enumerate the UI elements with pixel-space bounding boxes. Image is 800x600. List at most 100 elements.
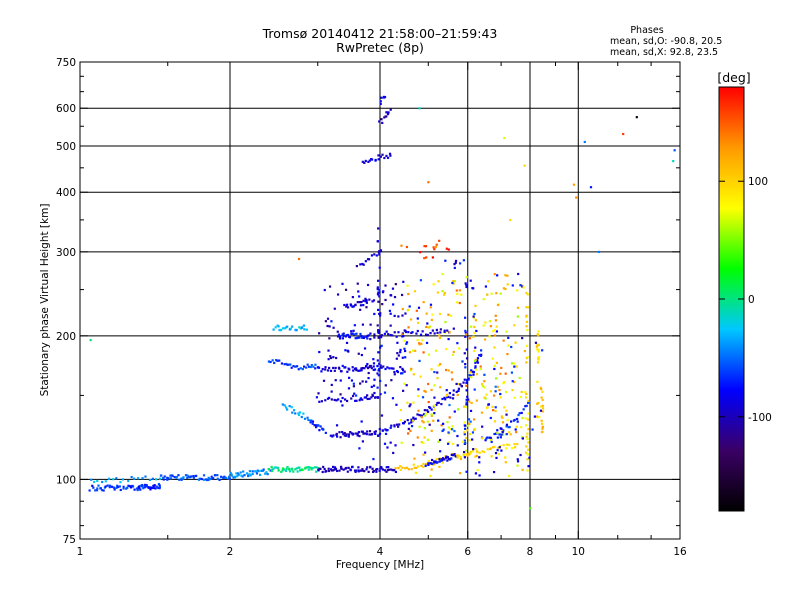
echo-point [474, 366, 477, 370]
echo-point [401, 314, 404, 317]
echo-point [297, 413, 301, 417]
echo-point [505, 425, 508, 428]
echo-point [349, 469, 352, 472]
echo-point [90, 478, 93, 481]
echo-point [365, 301, 369, 304]
echo-point [467, 453, 471, 456]
echo-point [500, 415, 503, 418]
echo-point [345, 303, 349, 306]
echo-point [433, 408, 436, 411]
echo-point [516, 442, 519, 446]
echo-point [355, 332, 358, 335]
echo-point [377, 369, 380, 372]
echo-point [175, 475, 178, 479]
echo-point [313, 424, 316, 427]
echo-point [390, 468, 393, 471]
echo-point [314, 367, 317, 370]
echo-point [354, 303, 357, 307]
echo-point [330, 383, 333, 387]
echo-point [138, 487, 141, 490]
echo-point [385, 470, 388, 473]
echo-point [402, 389, 405, 392]
echo-point [162, 478, 165, 481]
echo-point [396, 352, 399, 355]
echo-point [275, 466, 278, 469]
echo-point [259, 473, 262, 476]
echo-point [483, 380, 486, 383]
echo-point [379, 312, 382, 315]
echo-point [403, 370, 406, 373]
echo-point [393, 424, 396, 427]
echo-point [408, 305, 411, 308]
echo-point [372, 469, 375, 473]
echo-point [425, 312, 428, 315]
x-tick-label: 16 [673, 546, 687, 558]
echo-point [366, 430, 369, 433]
echo-point [383, 442, 387, 445]
echo-point [474, 319, 478, 322]
echo-point [324, 366, 327, 369]
echo-point [500, 433, 503, 436]
echo-point [535, 345, 538, 348]
echo-point [496, 431, 499, 435]
echo-point [424, 390, 427, 393]
echo-point [421, 396, 425, 399]
echo-point [352, 432, 355, 435]
echo-point [465, 348, 468, 351]
echo-point [373, 253, 376, 256]
echo-point [369, 338, 372, 341]
echo-point [357, 431, 361, 434]
echo-point [418, 425, 421, 428]
echo-point [429, 474, 432, 478]
echo-point [411, 331, 414, 334]
echo-point [380, 334, 384, 337]
echo-point [361, 380, 364, 383]
y-axis-label: Stationary phase Virtual Height [km] [39, 204, 51, 397]
echo-point [380, 96, 383, 99]
echo-point [403, 329, 406, 332]
echo-point [376, 293, 380, 296]
echo-point [527, 418, 530, 421]
echo-point [119, 488, 122, 492]
echo-point [463, 431, 466, 434]
echo-point [318, 332, 321, 335]
echo-point [345, 305, 348, 308]
echo-point [429, 303, 433, 306]
echo-point [330, 398, 333, 401]
echo-point [251, 472, 254, 476]
echo-point [220, 475, 223, 478]
echo-point [399, 465, 402, 468]
echo-point [374, 396, 377, 399]
echo-point [443, 293, 446, 296]
echo-point [210, 475, 213, 478]
echo-point [383, 469, 387, 472]
echo-point [354, 399, 357, 402]
echo-point [446, 329, 449, 332]
echo-point [506, 419, 509, 422]
echo-point [540, 422, 544, 425]
echo-point [289, 327, 292, 330]
echo-point [177, 474, 180, 477]
echo-point [345, 433, 348, 436]
echo-point [99, 487, 103, 490]
echo-point [404, 312, 407, 315]
echo-point [285, 408, 289, 411]
echo-point [407, 308, 410, 311]
echo-point [330, 390, 333, 393]
echo-point [391, 287, 395, 290]
echo-point [432, 283, 435, 286]
echo-point [445, 247, 448, 250]
echo-point [269, 360, 272, 364]
echo-point [401, 466, 404, 469]
echo-point [344, 366, 347, 369]
echo-point [292, 365, 295, 368]
echo-point [449, 428, 452, 431]
echo-point [429, 462, 432, 465]
echo-point [379, 249, 383, 252]
echo-point [478, 474, 481, 477]
echo-point [316, 467, 320, 470]
echo-point [525, 392, 528, 396]
echo-point [155, 478, 158, 481]
echo-point [391, 397, 395, 400]
echo-point [435, 328, 438, 332]
